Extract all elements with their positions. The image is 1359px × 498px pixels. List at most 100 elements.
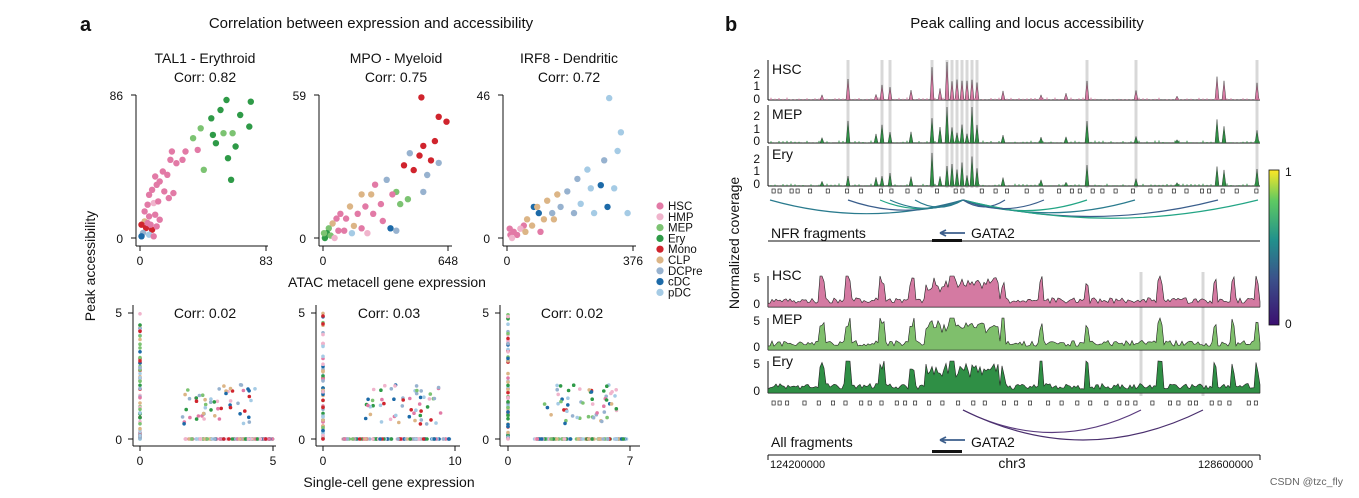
fragment-box	[808, 188, 813, 194]
fragment-box	[1253, 400, 1258, 406]
subplot-title-mpo: MPO - Myeloid	[350, 50, 443, 66]
fragment-box	[903, 400, 908, 406]
tick-label: 0	[753, 177, 760, 191]
gene-direction-arrow	[939, 436, 965, 444]
scatter-point	[237, 111, 244, 119]
single-cell-point	[138, 323, 142, 327]
gene-label-top: GATA2	[971, 225, 1015, 241]
single-cell-point	[230, 389, 235, 393]
single-cell-point	[621, 437, 626, 441]
single-cell-point	[321, 398, 325, 403]
tick-label: 0	[504, 254, 511, 268]
nfr-arc	[889, 199, 964, 209]
single-cell-point	[388, 417, 393, 422]
single-cell-point	[380, 397, 384, 402]
scatter-point	[152, 211, 159, 218]
fragment-box	[771, 188, 776, 194]
tick-label: 1	[753, 79, 760, 93]
coverage-peak	[1038, 136, 1044, 144]
single-cell-point	[414, 391, 419, 396]
single-cell-point	[382, 401, 386, 406]
scatter-point	[138, 233, 145, 240]
tick-label: 86	[110, 89, 124, 103]
single-cell-point	[549, 413, 553, 417]
scatter-point	[179, 156, 186, 163]
single-cell-point	[407, 414, 412, 419]
single-cell-point	[321, 344, 325, 349]
tick-label: 0	[483, 232, 490, 246]
single-cell-point	[614, 388, 618, 392]
single-cell-point	[535, 437, 539, 441]
fragment-box	[917, 188, 922, 194]
subplot-corr-irf8: Corr: 0.72	[538, 69, 600, 85]
scatter-point	[554, 191, 561, 198]
single-cell-point	[506, 413, 510, 417]
legend-label-pdc: pDC	[668, 287, 691, 299]
single-cell-point	[321, 311, 325, 316]
tick-label: 5	[753, 271, 760, 285]
tick-label: 5	[753, 357, 760, 371]
fragment-box	[940, 400, 945, 406]
peak-highlight	[888, 60, 892, 188]
scatter-point	[142, 224, 150, 232]
single-cell-point	[612, 437, 617, 441]
single-cell-point	[610, 390, 614, 394]
scatter-point	[368, 191, 375, 198]
scatter-point	[164, 171, 171, 178]
fragment-box	[1158, 188, 1163, 194]
scatter-point	[606, 94, 613, 102]
axes-mpo	[314, 94, 452, 251]
tick-label: 0	[298, 433, 305, 447]
single-cell-point	[244, 437, 248, 441]
coverage-peak	[879, 124, 885, 144]
single-cell-point	[228, 405, 233, 410]
scatter-point	[170, 189, 177, 197]
tick-label: 2	[753, 67, 760, 81]
scatter-point	[182, 148, 189, 155]
single-cell-point	[396, 437, 400, 441]
tick-label: 5	[482, 306, 489, 320]
scatter-point	[577, 200, 584, 207]
single-cell-point	[393, 384, 397, 388]
scatter-point	[325, 225, 332, 232]
scatter-point	[138, 221, 145, 228]
single-cell-point	[321, 390, 325, 394]
scatter-point	[342, 215, 350, 222]
track-label-hsc-top: HSC	[772, 61, 802, 77]
single-cell-point	[506, 336, 510, 341]
scatter-point	[155, 198, 162, 205]
fragment-box	[845, 188, 850, 194]
single-cell-point	[203, 405, 208, 410]
single-cell-point	[213, 414, 217, 418]
scatter-point	[144, 201, 151, 208]
legend-swatch-mono	[656, 245, 664, 253]
single-cell-point	[197, 393, 202, 398]
single-cell-point	[581, 437, 585, 441]
coverage-peak	[1221, 126, 1227, 144]
scatter-point	[329, 220, 336, 227]
legend-label-ery: Ery	[668, 233, 686, 245]
single-cell-point	[363, 416, 368, 421]
single-cell-point	[555, 387, 559, 392]
single-cell-point	[549, 437, 553, 441]
single-cell-point	[138, 386, 142, 391]
fragment-box	[979, 188, 984, 194]
single-cell-point	[321, 362, 325, 367]
fragment-box	[953, 188, 958, 194]
single-cell-point	[418, 413, 423, 418]
subplot-corr-sc1: Corr: 0.02	[174, 305, 236, 321]
fragment-box	[825, 188, 830, 194]
tick-label: 0	[299, 232, 306, 246]
scatter-point	[404, 196, 412, 203]
subplot-corr-mpo: Corr: 0.75	[365, 69, 427, 85]
single-cell-point	[321, 354, 325, 359]
single-cell-point	[506, 341, 510, 346]
single-cell-point	[227, 437, 231, 441]
scatter-point	[220, 130, 227, 137]
single-cell-point	[198, 437, 203, 441]
single-cell-point	[601, 437, 605, 441]
fragment-box	[1171, 188, 1176, 194]
scatter-point	[224, 155, 232, 162]
scatter-point	[371, 181, 379, 188]
panel-b-letter: b	[725, 14, 737, 36]
